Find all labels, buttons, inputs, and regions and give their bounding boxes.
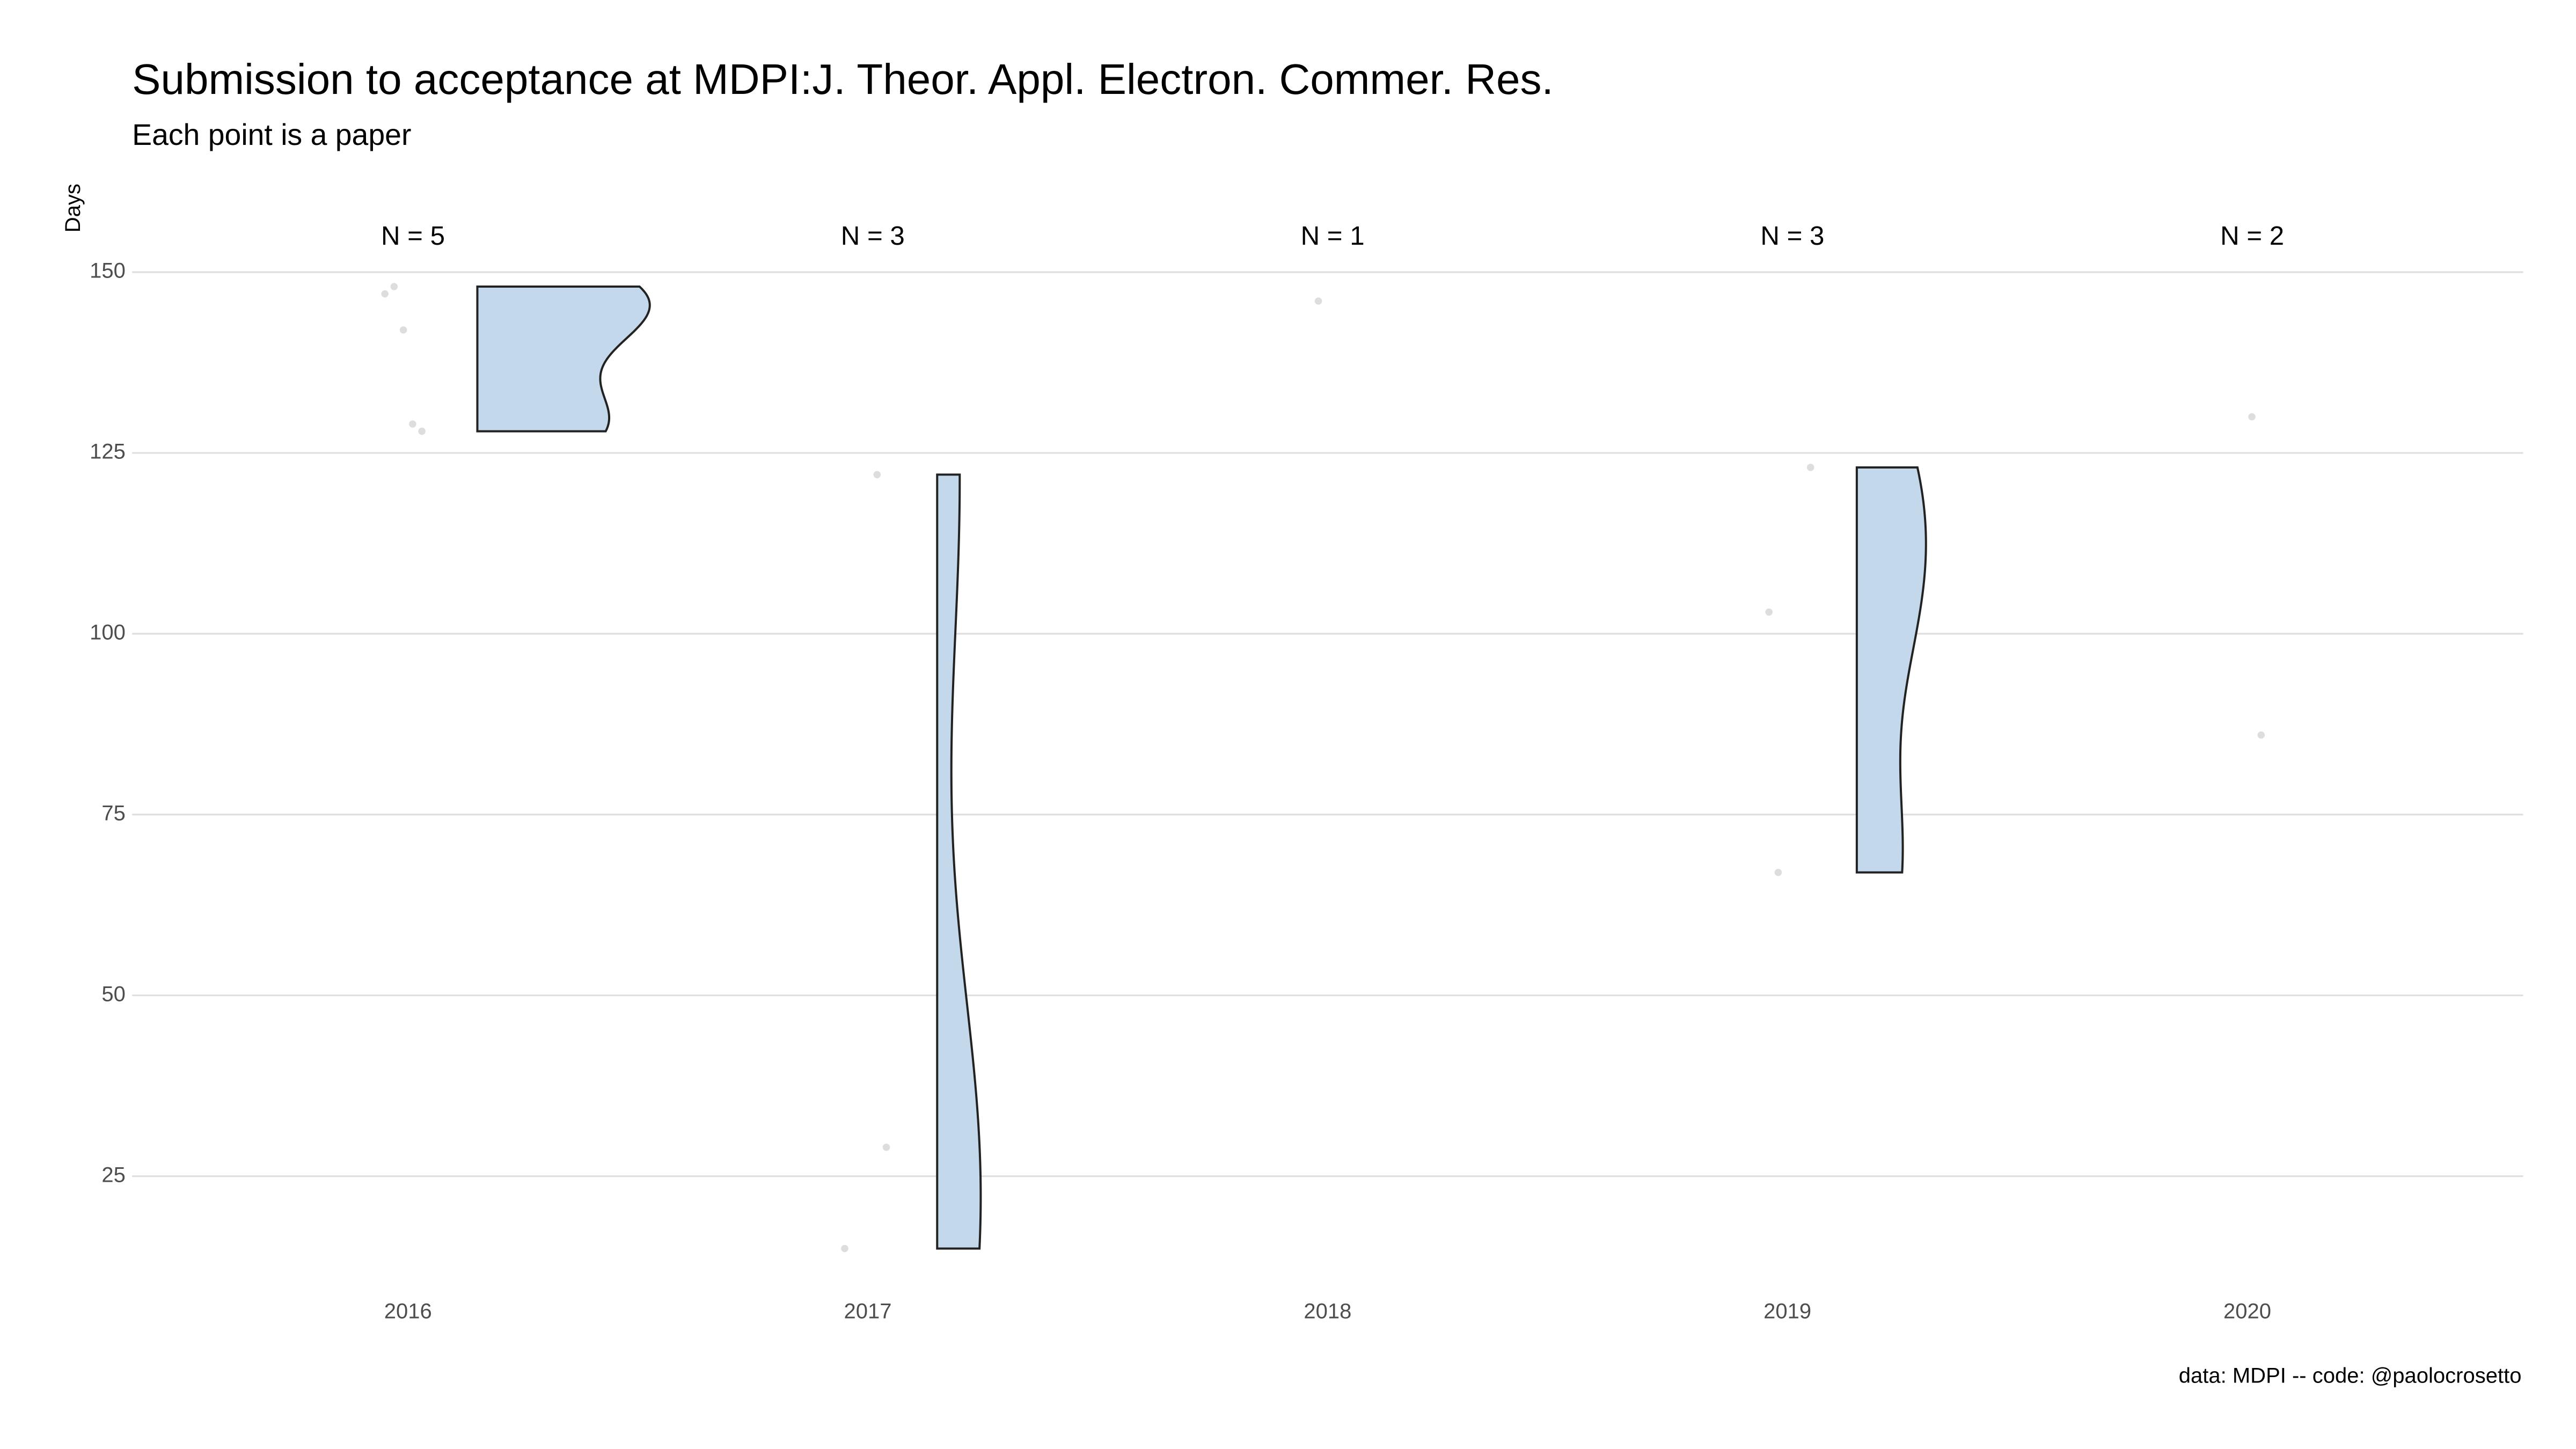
y-tick-label: 125 — [90, 440, 126, 464]
point — [409, 420, 416, 428]
chart-subtitle: Each point is a paper — [132, 118, 411, 151]
point — [1765, 608, 1773, 616]
x-tick-label: 2017 — [844, 1300, 892, 1323]
n-label: N = 3 — [1760, 221, 1824, 251]
y-tick-label: 25 — [101, 1163, 126, 1187]
caption: data: MDPI -- code: @paolocrosetto — [2179, 1364, 2522, 1388]
point — [1806, 464, 1814, 471]
point — [390, 283, 398, 290]
point — [873, 471, 881, 479]
y-tick-label: 150 — [90, 259, 126, 283]
n-label: N = 5 — [381, 221, 445, 251]
x-tick-label: 2018 — [1304, 1300, 1351, 1323]
n-label: N = 3 — [841, 221, 905, 251]
point — [399, 326, 407, 334]
point — [418, 427, 426, 435]
point — [381, 290, 389, 298]
n-label: N = 1 — [1301, 221, 1365, 251]
point — [2257, 731, 2265, 739]
x-tick-label: 2020 — [2223, 1300, 2271, 1323]
y-tick-label: 75 — [101, 801, 126, 825]
y-tick-label: 100 — [90, 620, 126, 644]
n-label: N = 2 — [2220, 221, 2284, 251]
y-axis-title: Days — [61, 184, 85, 232]
x-tick-label: 2016 — [384, 1300, 432, 1323]
point — [2248, 413, 2256, 421]
y-tick-label: 50 — [101, 982, 126, 1006]
point — [1774, 868, 1782, 876]
violin — [476, 286, 651, 433]
chart-title: Submission to acceptance at MDPI:J. Theo… — [132, 55, 1554, 103]
x-tick-label: 2019 — [1763, 1300, 1811, 1323]
violin — [936, 473, 982, 1250]
point — [882, 1144, 890, 1151]
point — [841, 1245, 848, 1253]
point — [1314, 297, 1322, 305]
violin — [1855, 466, 1927, 874]
